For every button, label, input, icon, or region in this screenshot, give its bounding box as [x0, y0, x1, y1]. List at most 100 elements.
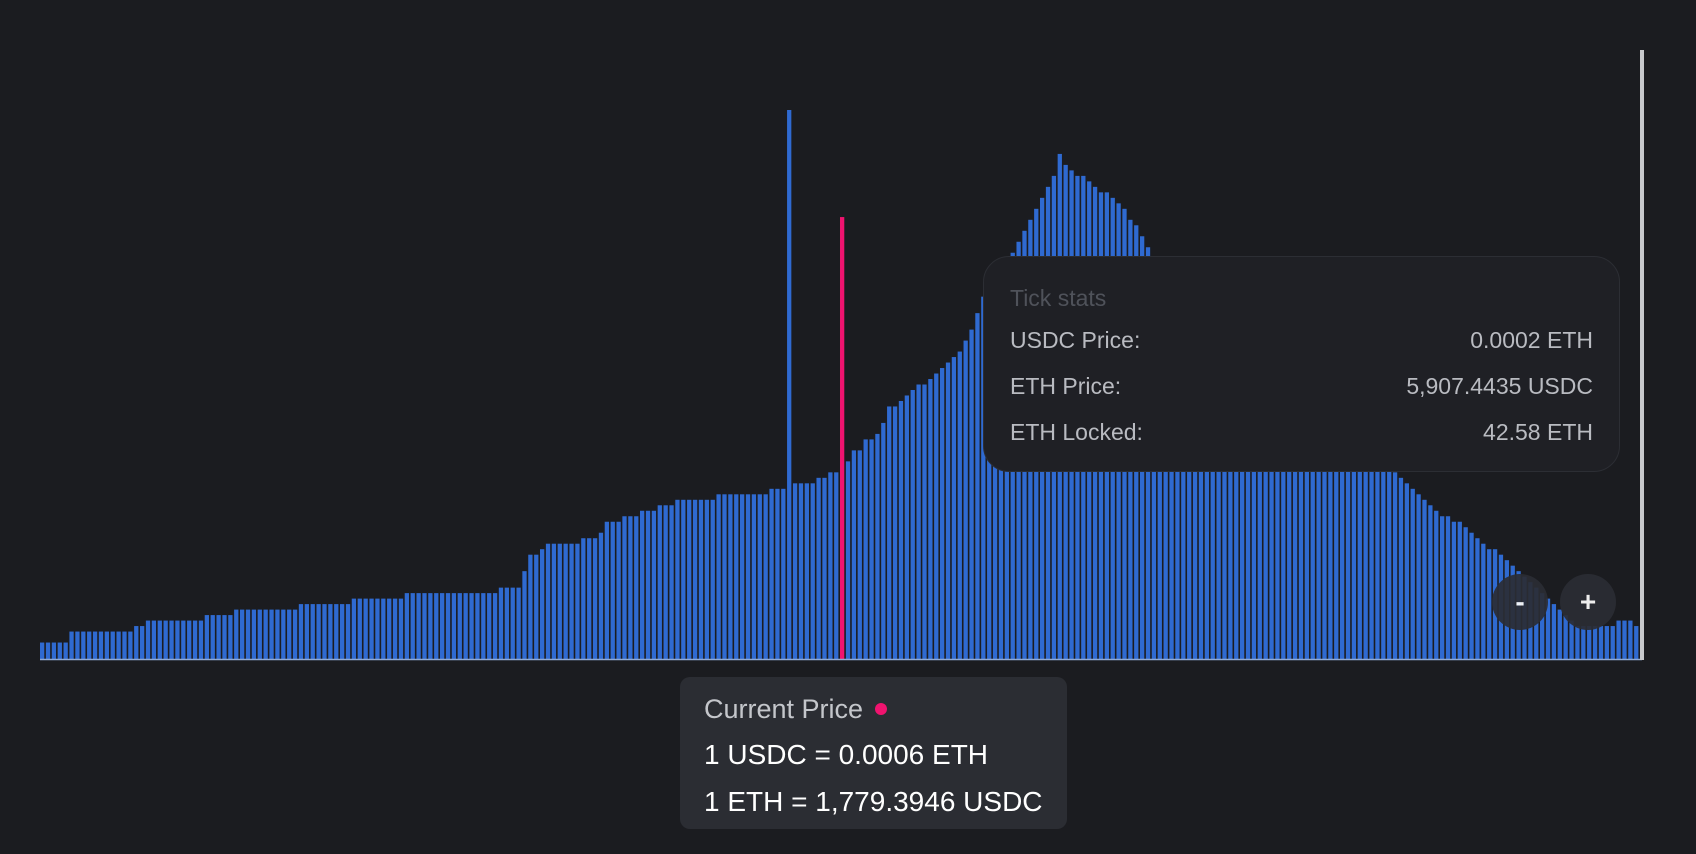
- liquidity-bar[interactable]: [557, 543, 562, 659]
- liquidity-bar[interactable]: [551, 543, 557, 659]
- liquidity-bar[interactable]: [1375, 455, 1380, 659]
- liquidity-bar[interactable]: [892, 406, 898, 659]
- liquidity-bar[interactable]: [651, 510, 657, 659]
- liquidity-bar[interactable]: [1457, 521, 1462, 659]
- liquidity-bar[interactable]: [1369, 450, 1374, 659]
- liquidity-bar[interactable]: [675, 499, 680, 659]
- liquidity-bar[interactable]: [992, 285, 998, 659]
- liquidity-bar[interactable]: [140, 626, 145, 659]
- liquidity-bar[interactable]: [1428, 505, 1433, 659]
- liquidity-bar[interactable]: [845, 461, 851, 659]
- liquidity-bar[interactable]: [151, 620, 157, 659]
- liquidity-bar[interactable]: [1540, 593, 1545, 659]
- liquidity-bar[interactable]: [740, 494, 745, 659]
- liquidity-bar[interactable]: [428, 593, 433, 659]
- liquidity-bar[interactable]: [645, 510, 651, 659]
- liquidity-bar[interactable]: [910, 389, 915, 659]
- liquidity-bar[interactable]: [1281, 406, 1286, 659]
- liquidity-bar[interactable]: [1592, 626, 1598, 659]
- liquidity-bar[interactable]: [622, 516, 627, 659]
- liquidity-bar[interactable]: [234, 609, 239, 659]
- liquidity-bar[interactable]: [1204, 368, 1209, 659]
- liquidity-bar[interactable]: [1604, 626, 1609, 659]
- liquidity-bar[interactable]: [1298, 417, 1304, 659]
- liquidity-bar[interactable]: [1475, 538, 1480, 659]
- liquidity-bar[interactable]: [1216, 373, 1221, 659]
- liquidity-bar[interactable]: [804, 483, 809, 659]
- liquidity-bar[interactable]: [292, 609, 298, 659]
- liquidity-bar[interactable]: [745, 494, 751, 659]
- liquidity-bar[interactable]: [216, 615, 221, 659]
- liquidity-bar[interactable]: [416, 593, 421, 659]
- liquidity-bar[interactable]: [634, 516, 639, 659]
- liquidity-bar[interactable]: [640, 510, 645, 659]
- liquidity-bar[interactable]: [1187, 346, 1192, 659]
- liquidity-bar[interactable]: [387, 598, 392, 659]
- liquidity-bar[interactable]: [392, 598, 398, 659]
- liquidity-bar[interactable]: [945, 362, 951, 659]
- liquidity-bar[interactable]: [1616, 620, 1621, 659]
- liquidity-bar[interactable]: [1551, 604, 1557, 659]
- liquidity-bar[interactable]: [1304, 417, 1309, 659]
- liquidity-bar[interactable]: [581, 538, 586, 659]
- liquidity-bar[interactable]: [128, 631, 133, 659]
- liquidity-bar[interactable]: [210, 615, 215, 659]
- liquidity-bar[interactable]: [716, 494, 721, 659]
- liquidity-bar[interactable]: [175, 620, 180, 659]
- liquidity-bar[interactable]: [45, 642, 51, 659]
- liquidity-bar[interactable]: [451, 593, 457, 659]
- liquidity-bar[interactable]: [298, 604, 304, 659]
- liquidity-bar[interactable]: [245, 609, 251, 659]
- liquidity-bar[interactable]: [969, 329, 974, 659]
- liquidity-bar[interactable]: [404, 593, 409, 659]
- liquidity-bar[interactable]: [875, 433, 880, 659]
- liquidity-bar[interactable]: [487, 593, 492, 659]
- liquidity-bar[interactable]: [616, 521, 621, 659]
- liquidity-bar[interactable]: [322, 604, 327, 659]
- liquidity-bar[interactable]: [134, 626, 139, 659]
- liquidity-bar[interactable]: [751, 494, 757, 659]
- liquidity-bar[interactable]: [410, 593, 415, 659]
- liquidity-bar[interactable]: [545, 543, 551, 659]
- liquidity-bar[interactable]: [575, 543, 580, 659]
- liquidity-bar[interactable]: [1481, 543, 1486, 659]
- liquidity-bar[interactable]: [269, 609, 274, 659]
- liquidity-bar[interactable]: [663, 505, 668, 659]
- liquidity-bar[interactable]: [951, 357, 957, 659]
- liquidity-bar[interactable]: [228, 615, 233, 659]
- liquidity-bar[interactable]: [251, 609, 257, 659]
- liquidity-bar[interactable]: [1163, 291, 1168, 659]
- liquidity-bar[interactable]: [257, 609, 262, 659]
- liquidity-bar[interactable]: [528, 554, 533, 659]
- liquidity-bar[interactable]: [540, 549, 545, 659]
- liquidity-bar[interactable]: [592, 538, 598, 659]
- liquidity-bar[interactable]: [781, 488, 786, 659]
- liquidity-bar[interactable]: [563, 543, 568, 659]
- liquidity-bar[interactable]: [981, 296, 986, 659]
- liquidity-bar[interactable]: [122, 631, 127, 659]
- liquidity-bar[interactable]: [916, 384, 921, 660]
- liquidity-bar[interactable]: [498, 587, 504, 659]
- liquidity-bar[interactable]: [363, 598, 368, 659]
- liquidity-bar[interactable]: [1422, 499, 1427, 659]
- liquidity-bar[interactable]: [434, 593, 439, 659]
- liquidity-bar[interactable]: [1181, 335, 1186, 659]
- liquidity-bar[interactable]: [204, 615, 209, 659]
- liquidity-bar[interactable]: [157, 620, 162, 659]
- liquidity-bar[interactable]: [857, 450, 862, 659]
- liquidity-bar[interactable]: [1234, 384, 1239, 660]
- liquidity-bar[interactable]: [1634, 626, 1639, 659]
- liquidity-bar[interactable]: [922, 384, 927, 660]
- liquidity-bar[interactable]: [987, 291, 992, 659]
- liquidity-bar[interactable]: [1328, 428, 1333, 659]
- liquidity-bar[interactable]: [522, 571, 527, 659]
- liquidity-bar[interactable]: [1575, 626, 1580, 659]
- liquidity-bar[interactable]: [569, 543, 574, 659]
- liquidity-bar[interactable]: [1257, 395, 1262, 659]
- liquidity-bar[interactable]: [275, 609, 280, 659]
- liquidity-bar[interactable]: [351, 598, 357, 659]
- liquidity-bar[interactable]: [516, 587, 521, 659]
- liquidity-bar[interactable]: [1334, 433, 1339, 659]
- liquidity-bar[interactable]: [734, 494, 739, 659]
